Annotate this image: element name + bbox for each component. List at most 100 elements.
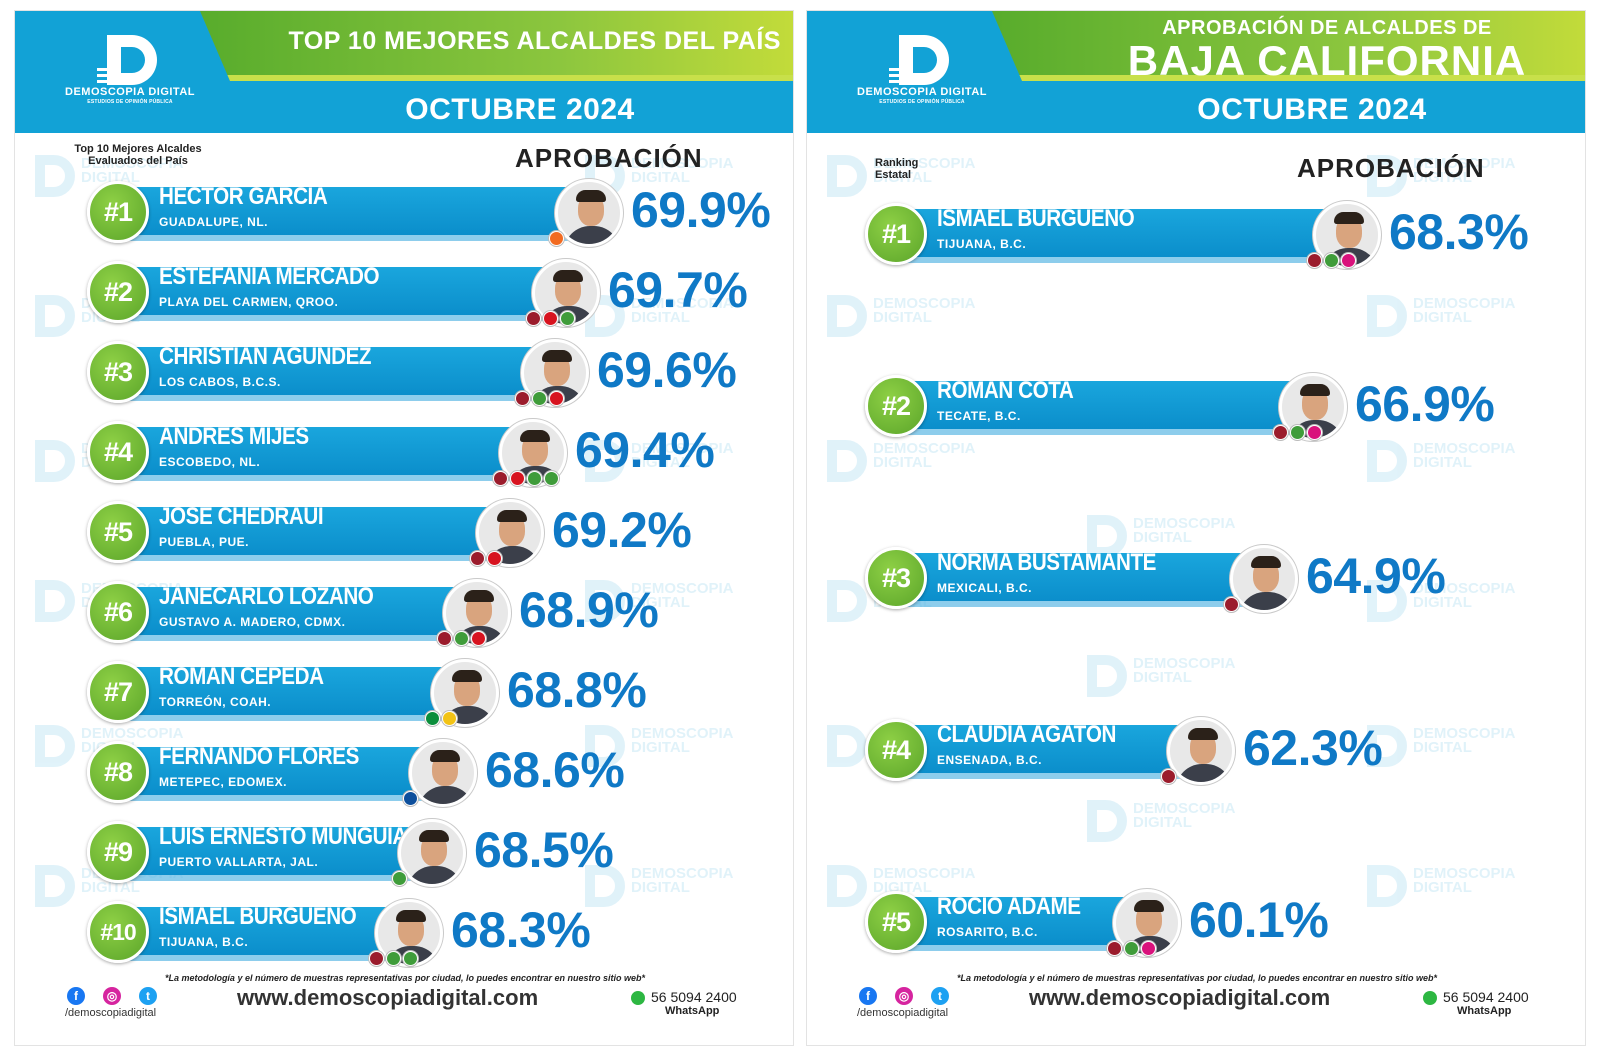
- header-banner: DEMOSCOPIA DIGITAL ESTUDIOS DE OPINIÓN P…: [15, 11, 793, 133]
- whatsapp-label: WhatsApp: [1457, 1005, 1512, 1017]
- mayor-city: MEXICALI, B.C.: [937, 581, 1033, 595]
- mayor-city: ROSARITO, B.C.: [937, 925, 1038, 939]
- whatsapp-number[interactable]: 56 5094 2400: [1443, 989, 1529, 1005]
- morena-party-icon: [493, 471, 508, 486]
- mayor-photo: [409, 739, 477, 807]
- mayor-city: TORREÓN, COAH.: [159, 695, 272, 709]
- website-link[interactable]: www.demoscopiadigital.com: [237, 985, 539, 1010]
- mayor-city: TIJUANA, B.C.: [159, 935, 249, 949]
- approval-percentage: 68.9%: [519, 582, 659, 638]
- rank-badge: #1: [87, 181, 149, 243]
- logo-name: DEMOSCOPIA DIGITAL: [65, 86, 195, 98]
- pvem-party-icon: [386, 951, 401, 966]
- logo-name: DEMOSCOPIA DIGITAL: [857, 86, 987, 98]
- ranking-row: #1 HÉCTOR GARCÍA GUADALUPE, NL. 69.9%: [87, 179, 787, 247]
- approval-percentage: 68.6%: [485, 742, 625, 798]
- facebook-icon[interactable]: f: [67, 987, 85, 1005]
- approval-percentage: 62.3%: [1243, 720, 1383, 776]
- approval-bar: [897, 209, 1347, 263]
- approval-bar: [119, 667, 465, 721]
- rank-badge: #10: [87, 901, 149, 963]
- rank-badge: #5: [87, 501, 149, 563]
- morena-party-icon: [1161, 769, 1176, 784]
- rank-badge: #3: [87, 341, 149, 403]
- methodology-note: *La metodología y el número de muestras …: [164, 973, 646, 983]
- ranking-row: #6 JANECARLO LOZANO GUSTAVO A. MADERO, CDM…: [87, 579, 787, 647]
- prd-party-icon: [442, 711, 457, 726]
- approval-bar: [119, 427, 533, 481]
- ranking-row: #9 LUIS ERNESTO MUNGUÍA PUERTO VALLARTA, J…: [87, 819, 787, 887]
- logo-subtitle: ESTUDIOS DE OPINIÓN PÚBLICA: [87, 99, 173, 105]
- approval-bar: [119, 587, 477, 641]
- whatsapp-icon: [631, 991, 645, 1005]
- page-title: TOP 10 MEJORES ALCALDES DEL PAÍS: [288, 27, 781, 55]
- methodology-note: *La metodología y el número de muestras …: [956, 973, 1438, 983]
- pt-party-icon: [510, 471, 525, 486]
- mc-party-icon: [549, 231, 564, 246]
- header-kicker: APROBACIÓN DE ALCALDES DE: [1162, 17, 1492, 39]
- instagram-icon[interactable]: ◎: [103, 987, 121, 1005]
- pt-party-icon: [487, 551, 502, 566]
- twitter-icon[interactable]: t: [139, 987, 157, 1005]
- rank-badge: #6: [87, 581, 149, 643]
- morena-party-icon: [515, 391, 530, 406]
- party-logos: [493, 471, 559, 487]
- facebook-icon[interactable]: f: [859, 987, 877, 1005]
- ranking-row: #3 CHRISTIAN AGÚNDEZ LOS CABOS, B.C.S. 69.6…: [87, 339, 787, 407]
- sub-label: Top 10 Mejores Alcaldes Evaluados del Pa…: [74, 143, 202, 167]
- mayor-city: METEPEC, EDOMEX.: [159, 775, 288, 789]
- mayor-name: HÉCTOR GARCÍA: [159, 183, 328, 210]
- party-logos: [549, 231, 564, 247]
- morena-party-icon: [1107, 941, 1122, 956]
- ranking-row: #8 FERNANDO FLORES METEPEC, EDOMEX. 68.6%: [87, 739, 787, 807]
- pri-party-icon: [425, 711, 440, 726]
- pvem-party-icon: [1124, 941, 1139, 956]
- instagram-icon[interactable]: ◎: [895, 987, 913, 1005]
- morena-party-icon: [1273, 425, 1288, 440]
- approval-bar: [119, 907, 409, 961]
- pvem-party-icon: [392, 871, 407, 886]
- website-link[interactable]: www.demoscopiadigital.com: [1029, 985, 1331, 1010]
- rank-badge: #4: [87, 421, 149, 483]
- mayor-name: FERNANDO FLORES: [159, 743, 359, 770]
- demoscopia-logo: DEMOSCOPIA DIGITAL ESTUDIOS DE OPINIÓN P…: [55, 31, 205, 131]
- mayor-name: LUIS ERNESTO MUNGUÍA: [159, 823, 407, 850]
- ranking-row: #5 ROCIO ADAME ROSARITO, B.C. 60.1%: [865, 889, 1565, 957]
- rank-badge: #8: [87, 741, 149, 803]
- mayor-name: NORMA BUSTAMANTE: [937, 549, 1156, 576]
- approval-bar: [119, 827, 432, 881]
- logo-subtitle: ESTUDIOS DE OPINIÓN PÚBLICA: [879, 99, 965, 105]
- party-logos: [425, 711, 457, 727]
- ranking-row: #2 ROMAN COTA TECATE, B.C. 66.9%: [865, 373, 1565, 441]
- approval-percentage: 69.4%: [575, 422, 715, 478]
- pvem-party-icon: [1290, 425, 1305, 440]
- fxm-party-icon: [1341, 253, 1356, 268]
- mayor-photo: [1230, 545, 1298, 613]
- whatsapp-number[interactable]: 56 5094 2400: [651, 989, 737, 1005]
- panel-top10-national: DEMOSCOPIA DIGITAL ESTUDIOS DE OPINIÓN P…: [14, 10, 794, 1046]
- mayor-city: PUEBLA, PUE.: [159, 535, 250, 549]
- morena-party-icon: [1224, 597, 1239, 612]
- approval-percentage: 68.3%: [451, 902, 591, 958]
- morena-party-icon: [526, 311, 541, 326]
- mayor-name: ROMAN COTA: [937, 377, 1074, 404]
- ranking-row: #4 ANDRÉS MIJES ESCOBEDO, NL. 69.4%: [87, 419, 787, 487]
- mayor-city: TECATE, B.C.: [937, 409, 1021, 423]
- whatsapp-icon: [1423, 991, 1437, 1005]
- twitter-icon[interactable]: t: [931, 987, 949, 1005]
- mayor-name: ANDRÉS MIJES: [159, 423, 309, 450]
- approval-percentage: 64.9%: [1306, 548, 1446, 604]
- demoscopia-logo: DEMOSCOPIA DIGITAL ESTUDIOS DE OPINIÓN P…: [847, 31, 997, 131]
- pvem-party-icon: [527, 471, 542, 486]
- rank-badge: #4: [865, 719, 927, 781]
- ranking-row: #3 NORMA BUSTAMANTE MEXICALI, B.C. 64.9%: [865, 545, 1565, 613]
